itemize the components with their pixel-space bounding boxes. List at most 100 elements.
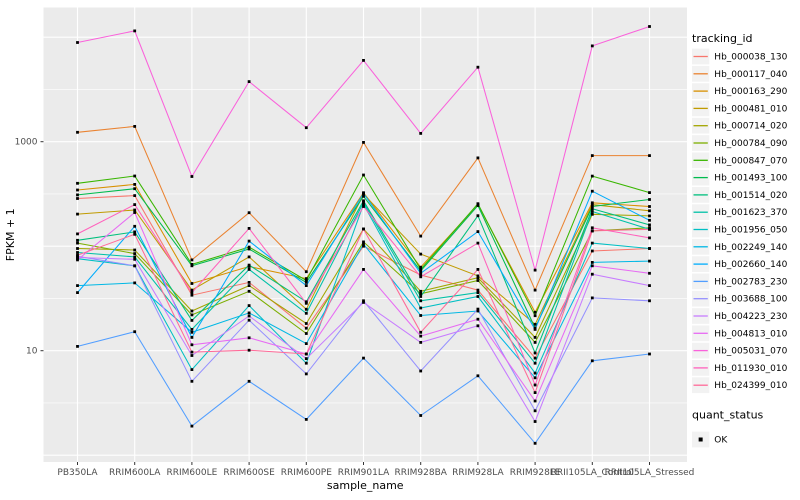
data-point (76, 256, 79, 259)
data-point (648, 191, 651, 194)
data-point (304, 357, 308, 360)
data-point (590, 249, 594, 253)
x-tick-label-RRIM901LA: RRIM901LA (338, 468, 390, 478)
data-point (76, 345, 79, 348)
data-point (590, 44, 594, 48)
data-point (304, 307, 308, 311)
data-point (590, 189, 594, 193)
data-point (190, 328, 194, 331)
data-point (190, 379, 194, 383)
data-point (247, 227, 251, 230)
data-point (247, 289, 251, 293)
data-point (362, 205, 365, 208)
data-point (419, 252, 423, 256)
data-point (590, 359, 594, 363)
data-point (190, 350, 194, 354)
legend-item-Hb_004813_010: Hb_004813_010 (714, 329, 787, 339)
data-point (304, 300, 308, 304)
data-point (362, 244, 365, 248)
data-point (419, 369, 423, 373)
data-point (419, 330, 423, 334)
plot-panel (43, 7, 687, 462)
data-point (247, 281, 251, 284)
data-point (476, 317, 480, 321)
data-point (476, 324, 480, 328)
data-point (419, 292, 423, 296)
data-point (419, 268, 423, 271)
legend-item-Hb_024399_010: Hb_024399_010 (714, 381, 787, 391)
data-point (247, 80, 251, 83)
legend-item-Hb_001493_100: Hb_001493_100 (714, 174, 787, 184)
data-point (533, 361, 537, 365)
x-tick-label-RRII105LA_Stressed: RRII105LA_Stressed (605, 468, 695, 478)
x-tick-label-RRIM600PE: RRIM600PE (281, 468, 333, 478)
data-point (76, 291, 79, 294)
data-point (362, 299, 365, 303)
data-point (76, 181, 79, 185)
data-point (247, 255, 251, 259)
data-point (533, 322, 537, 326)
data-point (247, 336, 251, 340)
data-point (476, 295, 480, 298)
data-point (76, 130, 79, 134)
data-point (133, 194, 137, 197)
data-point (247, 348, 251, 352)
data-point (590, 174, 594, 178)
data-point (76, 212, 79, 216)
data-point (133, 203, 137, 206)
data-point (648, 218, 651, 222)
data-point (133, 208, 137, 212)
quant-status-marker (698, 437, 703, 442)
legend-item-quant-ok: OK (714, 436, 728, 446)
data-point (247, 247, 251, 251)
data-point (533, 336, 537, 339)
legend-title-quant-status: quant_status (692, 409, 764, 422)
data-point (133, 183, 137, 186)
data-point (190, 354, 194, 357)
data-point (133, 174, 137, 178)
data-point (590, 212, 594, 216)
data-point (304, 311, 308, 315)
data-point (590, 205, 594, 208)
x-tick-label-RRIM600LE: RRIM600LE (166, 468, 217, 478)
data-point (419, 132, 423, 135)
data-point (476, 156, 480, 160)
data-point (533, 351, 537, 355)
data-point (190, 291, 194, 294)
data-point (76, 241, 79, 245)
x-tick-label-RRII105LA_Control: RRII105LA_Control (551, 468, 634, 478)
data-point (362, 240, 365, 244)
legend-item-Hb_011930_010: Hb_011930_010 (714, 364, 787, 374)
data-point (533, 371, 537, 375)
data-point (76, 251, 79, 254)
x-tick-label-PB350LA: PB350LA (57, 468, 98, 478)
data-point (76, 284, 79, 287)
data-point (476, 276, 480, 280)
data-point (419, 341, 423, 344)
y-tick-label: 10 (26, 347, 38, 357)
data-point (533, 268, 537, 272)
x-tick-label-RRIM928LE: RRIM928LE (510, 468, 561, 478)
data-point (362, 227, 365, 231)
data-point (590, 261, 594, 264)
data-point (476, 374, 480, 378)
data-point (419, 289, 423, 293)
data-point (247, 268, 251, 271)
y-tick-label: 1000 (15, 138, 38, 148)
data-point (133, 252, 137, 255)
data-point (304, 277, 308, 280)
data-point (419, 265, 423, 269)
data-point (590, 203, 594, 206)
data-point (133, 230, 137, 234)
data-point (133, 211, 137, 214)
x-tick-label-RRIM600SE: RRIM600SE (223, 468, 275, 478)
data-point (304, 279, 308, 282)
data-point (533, 314, 537, 318)
legend-item-Hb_000038_130: Hb_000038_130 (714, 53, 787, 63)
data-point (362, 173, 365, 177)
data-point (362, 199, 365, 203)
data-point (133, 281, 137, 285)
legend-item-Hb_001623_370: Hb_001623_370 (714, 208, 787, 218)
data-point (133, 248, 137, 252)
data-point (419, 334, 423, 338)
